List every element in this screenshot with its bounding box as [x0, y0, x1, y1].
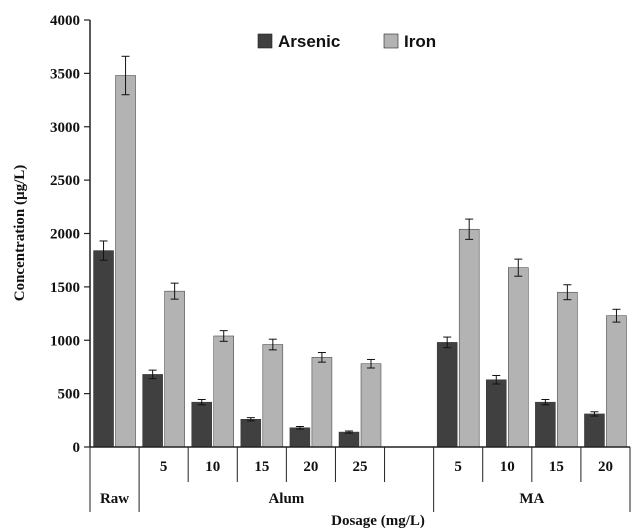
y-tick-label: 3000	[50, 120, 80, 136]
bar-arsenic	[142, 374, 163, 448]
x-tick-label: 20	[598, 459, 613, 475]
bar-arsenic	[191, 401, 212, 448]
x-tick-label: 5	[454, 459, 462, 475]
x-axis-title: Dosage (mg/L)	[331, 513, 425, 529]
bar-arsenic	[289, 427, 311, 448]
x-group-label: Alum	[268, 491, 304, 507]
bar-iron	[458, 228, 480, 448]
legend-swatch-iron	[383, 33, 399, 49]
bar-iron	[557, 291, 578, 448]
x-tick-label: 15	[254, 459, 269, 475]
y-tick-label: 1000	[50, 333, 80, 349]
bars-layer	[93, 75, 627, 448]
y-tick-label: 3500	[50, 66, 80, 82]
bar-arsenic	[486, 379, 507, 448]
bar-arsenic	[93, 250, 114, 448]
y-tick-label: 500	[58, 387, 81, 403]
y-tick-label: 0	[73, 440, 81, 456]
bar-iron	[360, 363, 382, 448]
legend-swatch-arsenic	[257, 33, 273, 49]
bar-iron	[213, 335, 234, 448]
bar-arsenic	[535, 401, 556, 448]
bar-iron	[311, 357, 333, 448]
bar-arsenic	[584, 413, 605, 448]
legend-label-iron: Iron	[404, 32, 436, 51]
y-tick-label: 2000	[50, 227, 80, 243]
y-tick-label: 4000	[50, 13, 80, 29]
bar-arsenic	[240, 418, 262, 448]
y-ticks: 0 500 1000 1500 2000 2500 3000 3500 4000	[50, 13, 90, 456]
y-tick-label: 2500	[50, 173, 80, 189]
x-tick-label: 25	[353, 459, 368, 475]
bar-iron	[606, 315, 627, 448]
y-axis-title: Concentration (µg/L)	[12, 165, 28, 302]
x-tick-label: 10	[205, 459, 220, 475]
legend-label-arsenic: Arsenic	[278, 32, 340, 51]
x-category-ticks: 5 10 15 20 25 5 10 15 20 Raw Alum MA	[89, 447, 631, 512]
y-tick-label: 1500	[50, 280, 80, 296]
x-tick-label: 5	[160, 459, 168, 475]
x-tick-label: 20	[303, 459, 318, 475]
errorbar-layer	[99, 55, 621, 434]
legend: Arsenic Iron	[257, 32, 436, 51]
bar-arsenic	[436, 342, 458, 448]
bar-iron	[262, 344, 284, 448]
bar-arsenic	[338, 431, 360, 448]
x-group-label: Raw	[100, 491, 129, 507]
bar-iron	[115, 75, 136, 448]
x-group-label: MA	[519, 491, 544, 507]
x-tick-label: 15	[549, 459, 564, 475]
x-tick-label: 10	[500, 459, 515, 475]
bar-iron	[508, 267, 529, 448]
bar-iron	[164, 290, 185, 448]
